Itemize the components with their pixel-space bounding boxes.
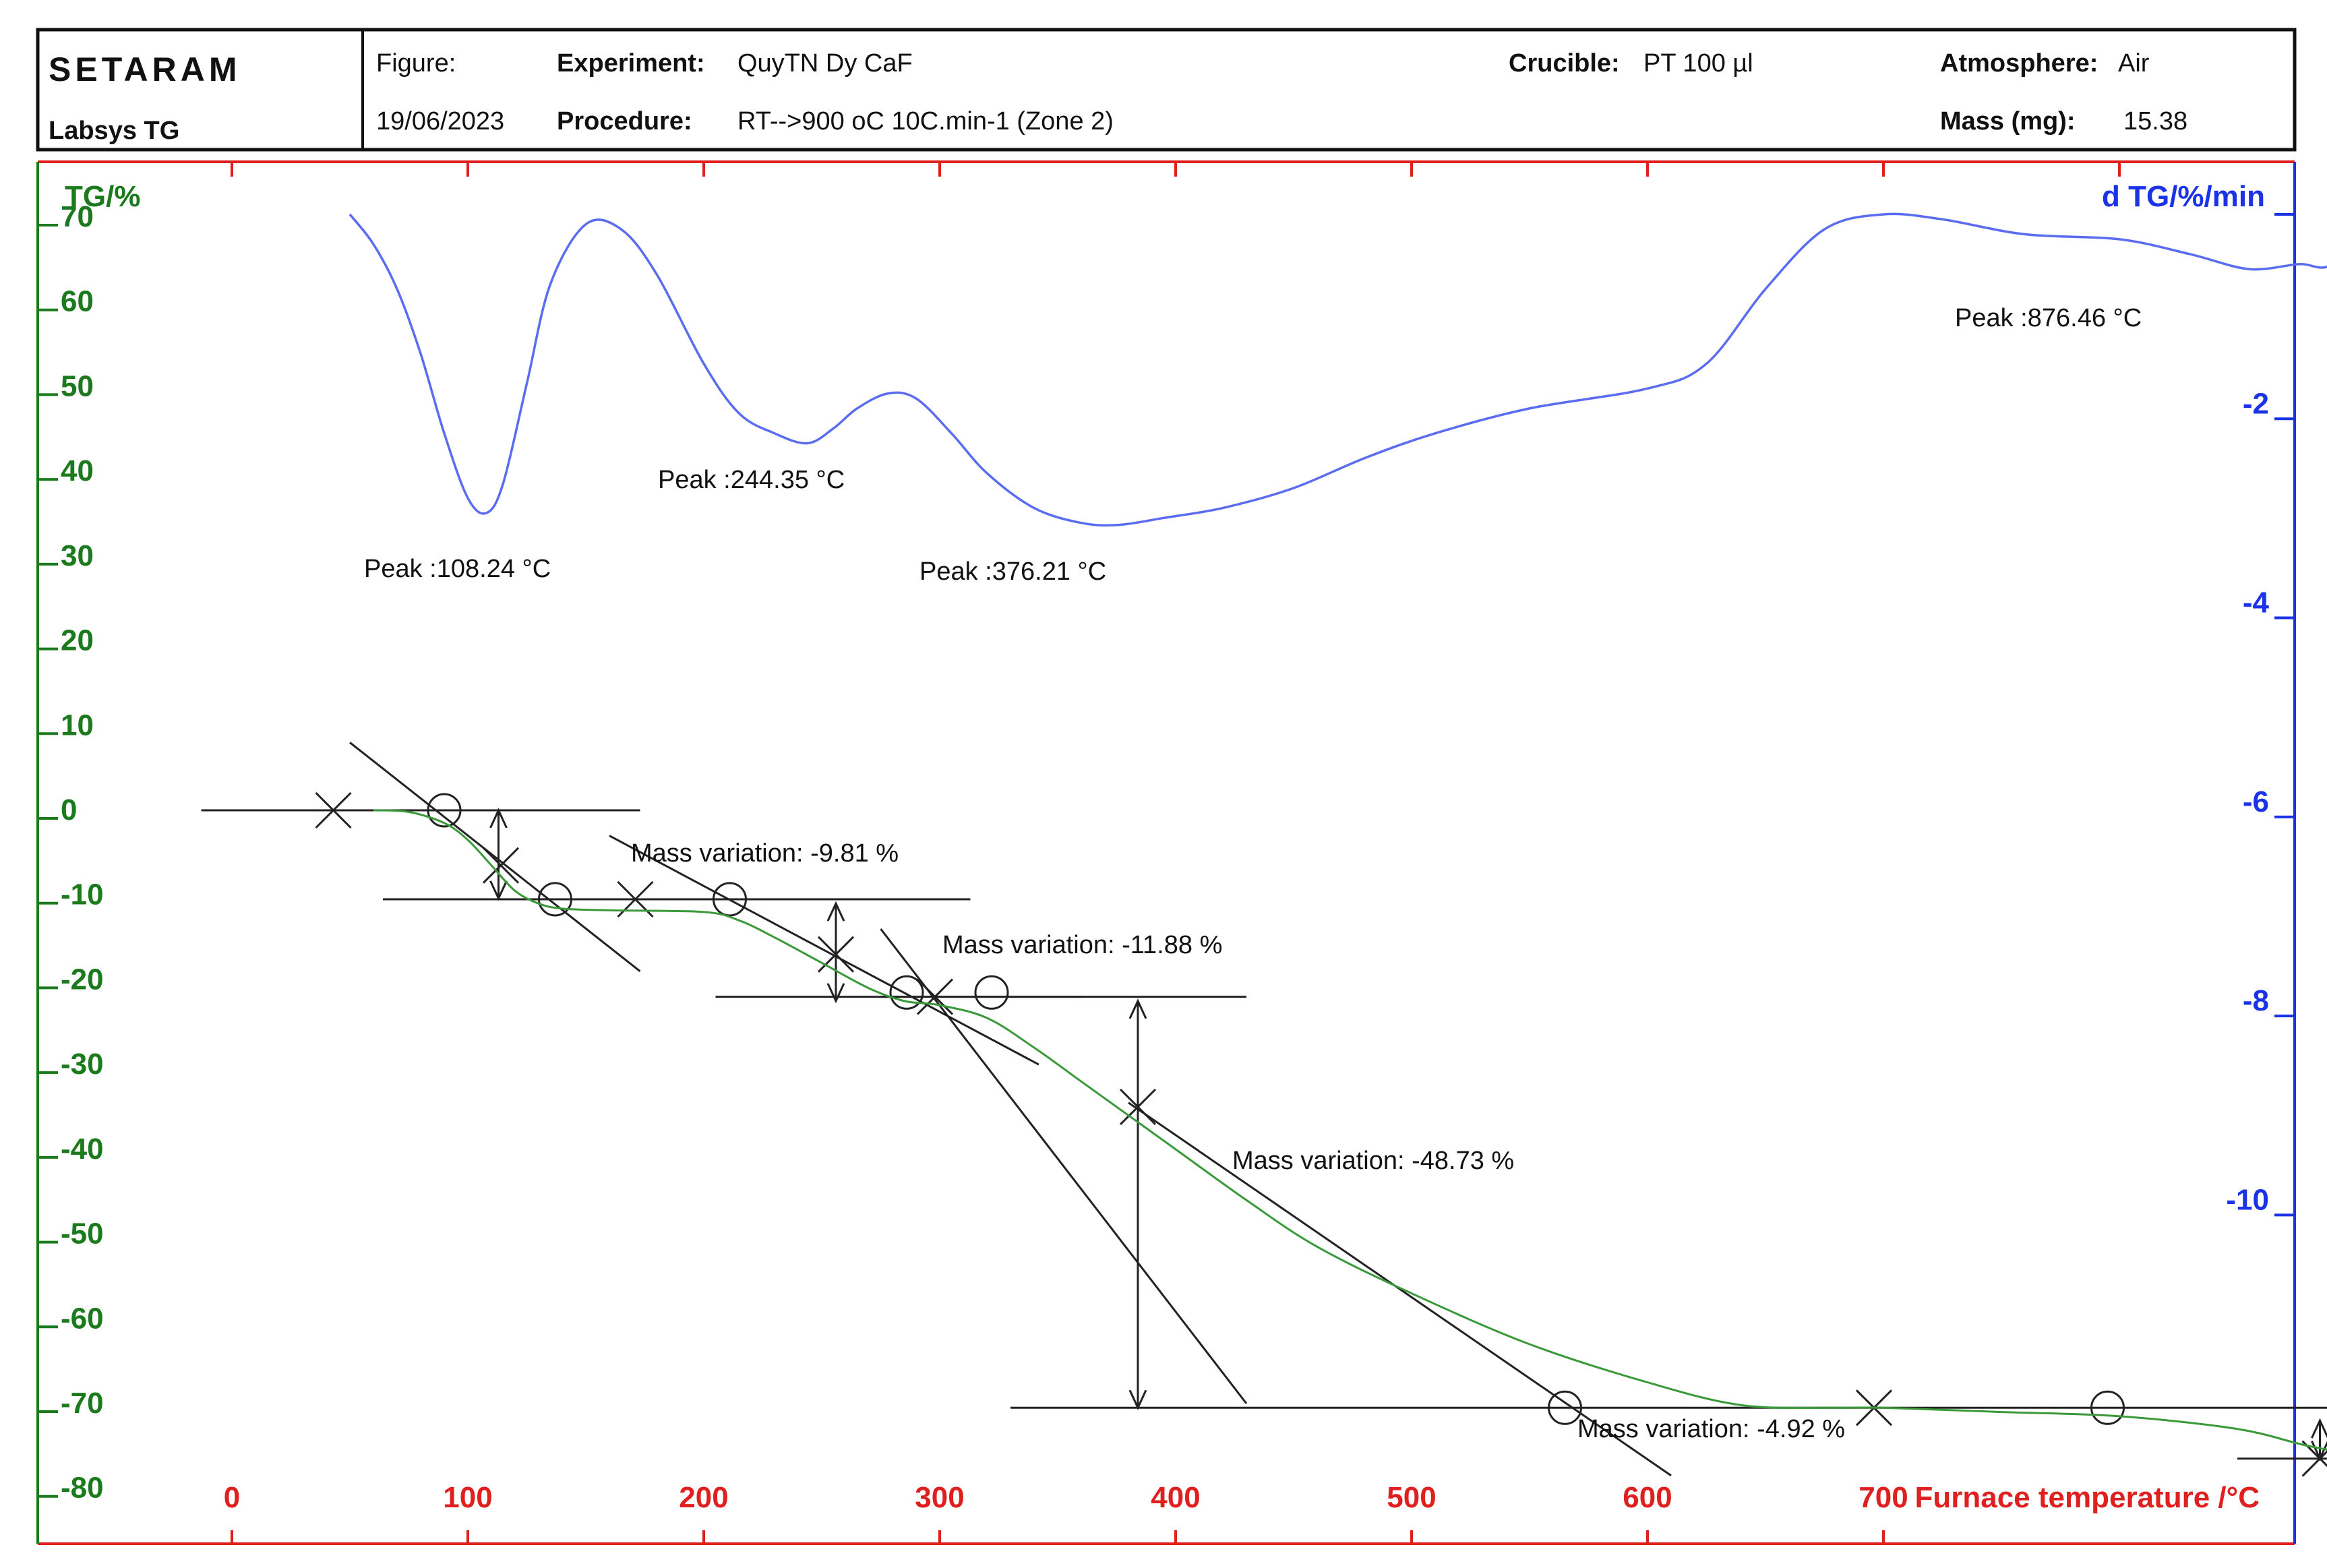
y-right-tick-label--10: -10 <box>2226 1183 2269 1216</box>
procedure-label: Procedure: <box>557 107 692 135</box>
peak-label-3: Peak :376.21 °C <box>919 557 1106 586</box>
circle-marker-0 <box>427 793 462 828</box>
mass-variation-arrowhead-top-0 <box>489 808 508 828</box>
x-axis-ticks: 0 100 200 300 400 500 600 700 <box>224 162 2121 1544</box>
data-curves <box>349 212 2327 1451</box>
cross-marker-5 <box>1119 1088 1157 1126</box>
y-left-tick-label--60: -60 <box>61 1302 104 1335</box>
construction-line-3 <box>609 835 1039 1066</box>
x-tick-label-700: 700 <box>1858 1481 1908 1514</box>
mass-variation-arrowhead-bottom-0 <box>489 880 508 901</box>
crucible-value: PT 100 µl <box>1643 49 1753 78</box>
y-left-tick-label-70: 70 <box>61 200 94 233</box>
y-left-tick-label-20: 20 <box>61 624 94 657</box>
peak-annotations: Peak :108.24 °C Peak :244.35 °C Peak :37… <box>364 304 2142 586</box>
brand-logo: SETARAM <box>49 51 241 88</box>
y-left-tick-label--80: -80 <box>61 1472 104 1505</box>
run-date: 19/06/2023 <box>376 107 504 135</box>
mass-variation-label-4: Mass variation: -4.92 % <box>1577 1415 1845 1443</box>
y-left-tick-label-50: 50 <box>61 369 94 402</box>
construction-line-5 <box>880 928 1248 1404</box>
atmosphere-value: Air <box>2118 49 2150 78</box>
x-axis-label: Furnace temperature /°C <box>1914 1481 2260 1514</box>
x-tick-label-200: 200 <box>679 1481 728 1514</box>
mass-variation-arrows <box>489 808 2327 1461</box>
mass-variation-arrowhead-top-2 <box>1128 998 1147 1019</box>
mass-variation-label-3: Mass variation: -48.73 % <box>1232 1147 1514 1175</box>
y-left-tick-label-10: 10 <box>61 708 94 742</box>
y-axis-right-ticks: -2 -4 -6 -8 -10 <box>2226 213 2295 1217</box>
y-right-tick-label--4: -4 <box>2243 586 2270 620</box>
crucible-label: Crucible: <box>1509 49 1620 78</box>
header-frame <box>36 28 2297 152</box>
tangent-markers <box>315 791 2327 1477</box>
x-tick-label-600: 600 <box>1623 1481 1672 1514</box>
y-left-tick-label--20: -20 <box>61 963 104 996</box>
y-left-tick-label--40: -40 <box>61 1133 104 1166</box>
mass-value: 15.38 <box>2123 107 2187 135</box>
construction-line-1 <box>349 742 641 973</box>
circle-marker-6 <box>2090 1390 2125 1425</box>
mass-variation-annotations: Mass variation: -9.81 % Mass variation: … <box>631 839 1845 1443</box>
mass-variation-arrowhead-bottom-1 <box>826 983 845 1004</box>
atmosphere-label: Atmosphere: <box>1940 49 2098 78</box>
plot-frame <box>36 160 2296 1545</box>
x-tick-label-0: 0 <box>224 1481 240 1514</box>
circle-marker-4 <box>974 975 1009 1010</box>
procedure-value: RT-->900 oC 10C.min-1 (Zone 2) <box>737 107 1114 135</box>
tg-curve <box>373 809 2327 1451</box>
x-tick-label-400: 400 <box>1151 1481 1200 1514</box>
cross-marker-0 <box>315 791 352 829</box>
y-left-tick-label-40: 40 <box>61 454 94 487</box>
mass-variation-label-2: Mass variation: -11.88 % <box>942 931 1222 959</box>
mass-variation-arrowhead-top-1 <box>826 901 845 922</box>
construction-lines <box>201 742 2327 1477</box>
y-right-tick-label--2: -2 <box>2243 387 2269 420</box>
figure-label: Figure: <box>376 49 456 78</box>
experiment-label: Experiment: <box>557 49 705 78</box>
circle-marker-3 <box>889 975 924 1010</box>
y-axis-right-label: d TG/%/min <box>2102 180 2265 213</box>
peak-label-2: Peak :244.35 °C <box>658 466 845 494</box>
mass-variation-arrowhead-top-3 <box>2311 1418 2327 1439</box>
cross-marker-3 <box>817 936 855 973</box>
y-left-tick-label--50: -50 <box>61 1217 104 1250</box>
x-tick-label-100: 100 <box>443 1481 492 1514</box>
circle-marker-5 <box>1548 1390 1582 1425</box>
y-left-tick-label-30: 30 <box>61 539 94 572</box>
y-left-tick-label--70: -70 <box>61 1387 104 1420</box>
circle-marker-2 <box>713 882 747 917</box>
y-left-tick-label-0: 0 <box>61 793 77 826</box>
y-left-tick-label--30: -30 <box>61 1048 104 1081</box>
x-tick-label-500: 500 <box>1387 1481 1436 1514</box>
dtg-curve <box>349 212 2327 527</box>
mass-label: Mass (mg): <box>1940 107 2076 135</box>
header: SETARAM Labsys TG Figure: 19/06/2023 Exp… <box>36 28 2297 152</box>
peak-label-1: Peak :108.24 °C <box>364 555 551 583</box>
circle-marker-1 <box>538 882 572 917</box>
x-tick-label-300: 300 <box>915 1481 964 1514</box>
experiment-value: QuyTN Dy CaF <box>737 49 913 78</box>
mass-variation-label-1: Mass variation: -9.81 % <box>631 839 899 868</box>
y-left-tick-label--10: -10 <box>61 878 104 911</box>
cross-marker-4 <box>916 978 954 1015</box>
y-right-tick-label--6: -6 <box>2243 785 2269 818</box>
y-axis-left-label: TG/% <box>65 180 140 213</box>
peak-label-4: Peak :876.46 °C <box>1955 304 2142 332</box>
instrument-name: Labsys TG <box>49 117 179 145</box>
cross-marker-1 <box>482 847 520 884</box>
y-axis-left-ticks: 70 60 50 40 30 20 10 0 -10 -20 -30 -40 -50 -60 -70 -80 <box>38 200 104 1505</box>
y-left-tick-label-60: 60 <box>61 285 94 318</box>
y-right-tick-label--8: -8 <box>2243 984 2269 1017</box>
mass-variation-arrowhead-bottom-2 <box>1128 1389 1147 1410</box>
